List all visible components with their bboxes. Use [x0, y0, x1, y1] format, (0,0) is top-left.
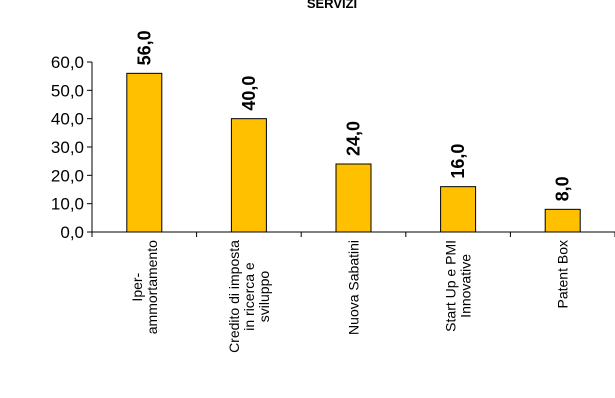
data-label: 8,0: [553, 176, 573, 201]
bars-group: [126, 72, 581, 233]
x-category-label: Patent Box: [555, 240, 571, 309]
bar: [335, 163, 372, 233]
data-label: 24,0: [344, 121, 364, 156]
y-tick-label: 60,0: [51, 53, 84, 72]
bar: [126, 72, 163, 233]
x-category-label-line: ammortamento: [144, 240, 160, 334]
x-category-label-line: Credito di imposta: [226, 240, 242, 353]
x-category-label-line: Start Up e PMI: [443, 240, 459, 332]
bar: [544, 208, 581, 233]
x-category-label-line: Nuova Sabatini: [346, 240, 362, 335]
data-label: 56,0: [134, 30, 154, 65]
data-labels-group: 56,0 40,0 24,0 16,0 8,0: [134, 30, 572, 201]
x-category-label-line: sviluppo: [256, 271, 272, 323]
x-category-label: Credito di imposta in ricerca e sviluppo: [226, 240, 272, 353]
data-label: 16,0: [448, 144, 468, 179]
x-category-label-line: in ricerca e: [241, 262, 257, 331]
y-tick-label: 30,0: [51, 138, 84, 157]
x-category-label-line: Patent Box: [555, 240, 571, 309]
bar: [230, 118, 267, 233]
y-tick-label: 0,0: [60, 223, 84, 242]
y-tick-label: 40,0: [51, 110, 84, 129]
bar: [440, 186, 477, 233]
chart-title: SERVIZI: [307, 0, 357, 11]
x-category-label: Nuova Sabatini: [346, 240, 362, 335]
x-category-label-line: Innovative: [458, 254, 474, 318]
y-tick-label: 20,0: [51, 166, 84, 185]
x-category-label: Iper-ammortamento: [129, 240, 160, 334]
x-axis-labels-group: Iper-ammortamento Credito di imposta in ri…: [129, 240, 571, 353]
y-tick-label: 50,0: [51, 81, 84, 100]
y-tick-label: 10,0: [51, 195, 84, 214]
chart-axes: 0,0 10,0 20,0 30,0 40,0 50,0 60,0: [51, 53, 615, 242]
data-label: 40,0: [239, 76, 259, 111]
x-category-label: Start Up e PMI Innovative: [443, 240, 474, 332]
x-category-label-line: Iper-: [129, 272, 145, 301]
